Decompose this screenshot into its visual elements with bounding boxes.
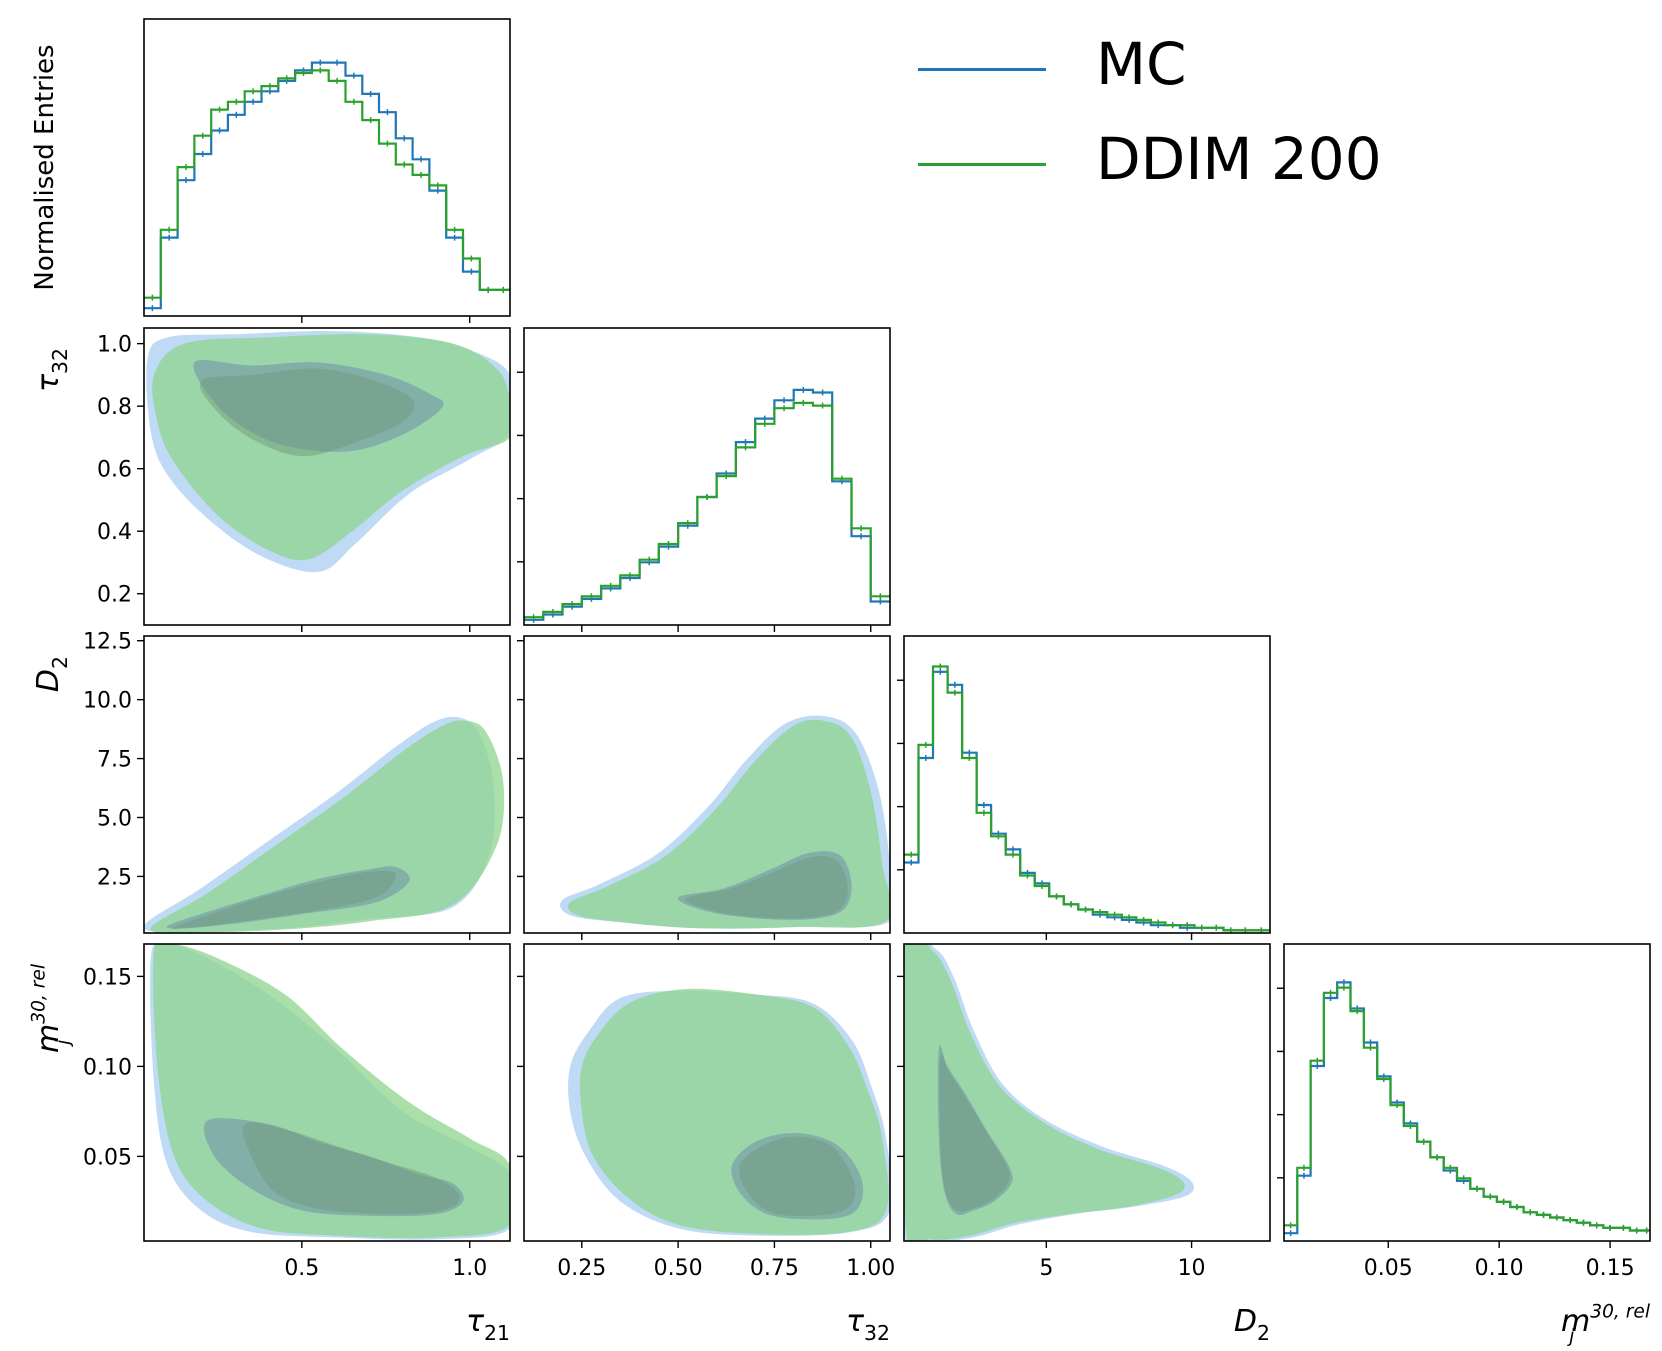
hist-panel-mj [1277,943,1651,1242]
frame-mj_vs_tau21 [143,943,511,1242]
hist-line-tau21-ddim [144,69,510,299]
ytick-label-D2-1: 5.0 [97,807,132,832]
ytick-label-tau32-1: 0.4 [97,520,132,545]
ytick-label-tau32-3: 0.8 [97,395,132,420]
contour-D2_vs_tau32-ddim-inner [685,856,848,919]
hist-line-D2-mc [904,670,1270,932]
xtick-label-tau21-0: 0.5 [284,1256,319,1281]
ylabel-wrap-tau32: τ32 [31,348,72,392]
ylabel-wrap-mj: m30, relj [29,963,75,1053]
x-axes: 0.5 1.0 τ21 0.25 0.50 0.75 1.00 τ32 5 10 D2 0.05 0.1… [284,316,1651,1347]
hist-line-tau21-mc [144,61,510,310]
hist-ylabel: Normalised Entries [30,44,60,290]
legend-label-ddim: DDIM 200 [1096,125,1382,193]
xtick-label-tau32-1: 0.50 [654,1256,703,1281]
ytick-label-D2-4: 12.5 [83,630,132,655]
legend-label-mc: MC [1096,30,1187,98]
ytick-label-tau32-4: 1.0 [97,333,132,358]
xtick-label-mj-2: 0.15 [1586,1256,1635,1281]
ytick-label-D2-0: 2.5 [97,865,132,890]
xtick-label-tau32-3: 1.00 [846,1256,895,1281]
hist-panel-D2 [897,635,1271,934]
ytick-label-mj-0: 0.05 [83,1145,132,1170]
hist-frame-tau21 [143,18,511,317]
xlabel-tau32: τ32 [846,1304,890,1345]
ylabel-tau32: τ32 [31,348,72,392]
ytick-label-D2-2: 7.5 [97,748,132,773]
contour-panel-mj_vs_D2 [897,943,1271,1242]
hist-line-D2-ddim [904,665,1270,932]
frame-D2_vs_tau32 [523,635,891,934]
hist-frame-mj [1283,943,1651,1242]
contour-mj_vs_D2-ddim-inner [939,1053,1010,1212]
hist-line-mj-mc [1284,981,1650,1235]
ylabel-D2: D2 [31,656,72,692]
contour-panel-D2_vs_tau21 [143,635,511,940]
contour-panel-mj_vs_tau21 [143,943,511,1242]
contour-mj_vs_tau21-ddim-inner [242,1122,460,1215]
hist-frame-D2 [903,635,1271,934]
ytick-label-tau32-2: 0.6 [97,458,132,483]
ylabel-mj: m30, relj [29,963,75,1053]
hist-panel-tau21 [143,18,511,317]
xtick-label-mj-1: 0.10 [1475,1256,1524,1281]
contour-panel-mj_vs_tau32 [517,943,891,1242]
contour-panel-tau32_vs_tau21 [143,327,511,632]
frame-mj_vs_tau32 [523,943,891,1242]
hist-ylabel-wrap: Normalised Entries [30,44,60,290]
xtick-label-tau21-1: 1.0 [452,1256,487,1281]
xlabel-tau21: τ21 [466,1304,510,1345]
xtick-label-D2-0: 5 [1039,1256,1053,1281]
frame-tau32_vs_tau21 [143,327,511,626]
xtick-label-tau32-2: 0.75 [750,1256,799,1281]
xtick-label-tau32-0: 0.25 [557,1256,606,1281]
contour-panel-D2_vs_tau32 [517,635,891,940]
xtick-label-mj-0: 0.05 [1364,1256,1413,1281]
ylabel-wrap-D2: D2 [31,656,72,692]
contour-mj_vs_tau32-ddim-inner [739,1136,856,1216]
xlabel-D2: D2 [1234,1304,1270,1345]
hist-line-tau32-ddim [524,401,890,619]
frame-D2_vs_tau21 [143,635,511,934]
ytick-label-mj-2: 0.15 [83,965,132,990]
legend-line-mc [918,68,1046,71]
frame-mj_vs_D2 [903,943,1271,1242]
xlabel-mj: m30, rel j [1561,1302,1651,1348]
xtick-label-D2-1: 10 [1178,1256,1206,1281]
ytick-label-D2-3: 10.0 [83,689,132,714]
contour-D2_vs_tau21-ddim-outer [150,720,505,933]
legend-line-ddim [918,163,1046,166]
ytick-label-tau32-0: 0.2 [97,583,132,608]
contour-tau32_vs_tau21-ddim-inner [199,368,415,457]
hist-panel-tau32 [517,327,891,626]
hist-line-mj-ddim [1284,986,1650,1232]
ytick-label-mj-1: 0.10 [83,1055,132,1080]
hist-line-tau32-mc [524,388,890,621]
contour-D2_vs_tau21-ddim-inner [171,870,396,930]
hist-frame-tau32 [523,327,891,626]
y-axes: 0.2 0.4 0.6 0.8 1.0 τ32 2.5 5.0 7.5 10.0 12.5 D2 0.0… [29,44,144,1170]
